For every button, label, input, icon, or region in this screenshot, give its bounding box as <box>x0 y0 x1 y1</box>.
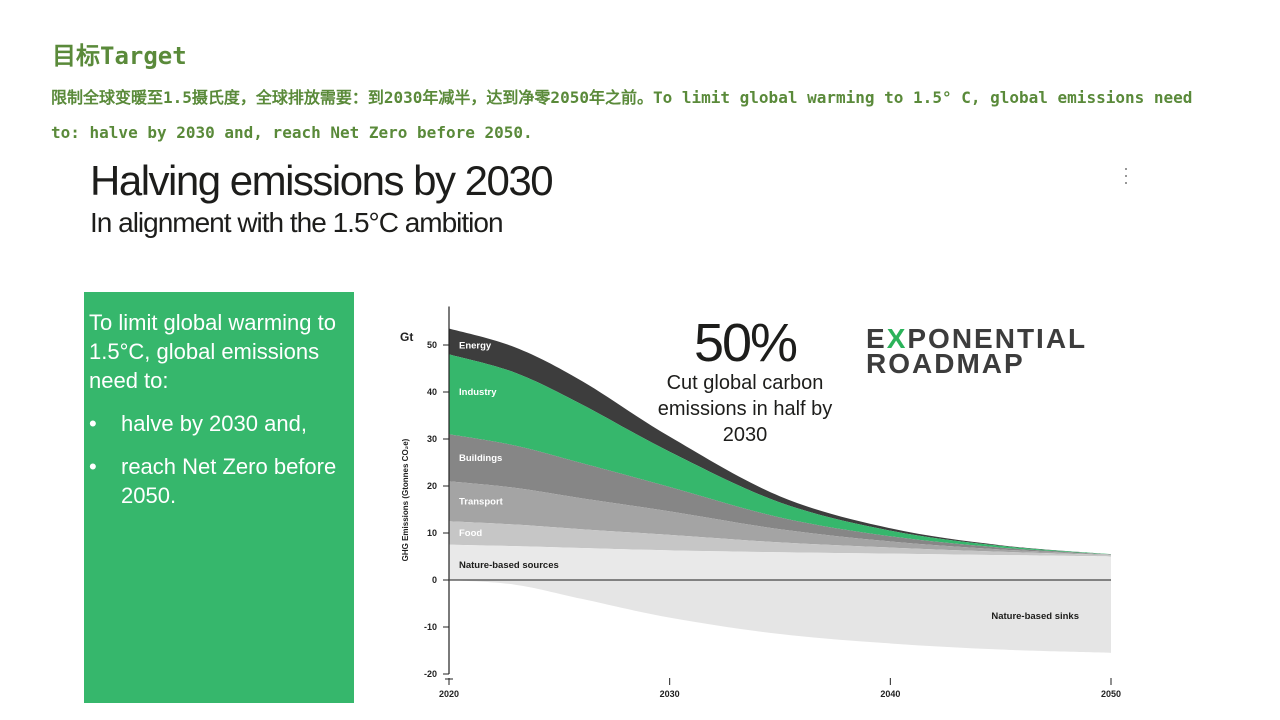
series-label-energy: Energy <box>459 341 492 352</box>
series-label-buildings: Buildings <box>459 453 502 464</box>
y-axis-title: GHG Emissions (Gtonnes CO₂e) <box>401 438 410 561</box>
area-buildings <box>449 434 1111 555</box>
x-tick-label: 2040 <box>880 689 900 699</box>
list-item: • reach Net Zero before 2050. <box>89 452 344 510</box>
bullet-text: halve by 2030 and, <box>121 411 307 436</box>
x-tick-label: 2050 <box>1101 689 1121 699</box>
logo-wordmark-line2: ROADMAP <box>866 348 1025 379</box>
series-label-industry: Industry <box>459 387 497 398</box>
y-tick-label: 50 <box>427 340 437 350</box>
panel-intro: To limit global warming to 1.5°C, global… <box>89 310 336 393</box>
area-nature-based-sinks <box>449 580 1111 653</box>
y-tick-label: -20 <box>424 669 437 679</box>
series-label-food: Food <box>459 528 482 539</box>
y-tick-label: 0 <box>432 575 437 585</box>
hero-title: Halving emissions by 2030 <box>90 157 554 204</box>
series-label-transport: Transport <box>459 496 504 507</box>
x-tick-label: 2020 <box>439 689 459 699</box>
x-tick-label: 2030 <box>660 689 680 699</box>
area-transport <box>449 481 1111 556</box>
bullet-text: reach Net Zero before 2050. <box>121 454 337 508</box>
chart-labels: Nature-based sources Food Transport Buildin… <box>459 341 1079 622</box>
panel-bullet-list: • halve by 2030 and, • reach Net Zero be… <box>89 409 344 510</box>
list-item: • halve by 2030 and, <box>89 409 344 438</box>
y-tick-label: -10 <box>424 622 437 632</box>
logo-x-mark: X <box>886 323 908 354</box>
green-summary-panel: To limit global warming to 1.5°C, global… <box>84 292 354 703</box>
area-nature-based-sources <box>449 544 1111 580</box>
callout-percent: 50% <box>693 313 798 373</box>
area-industry <box>449 354 1111 555</box>
more-dots-icon <box>1125 168 1127 184</box>
logo-wordmark-line1: EXPONENTIAL <box>866 323 1087 355</box>
logo-letter-e: E <box>866 323 887 354</box>
area-food <box>449 521 1111 557</box>
y-tick-label: 40 <box>427 387 437 397</box>
y-unit-label: Gt <box>400 330 413 344</box>
logo-letters-ponential: PONENTIAL <box>907 323 1088 354</box>
bullet-icon: • <box>89 411 97 436</box>
series-label-nature-based-sources: Nature-based sources <box>459 560 559 571</box>
y-tick-label: 10 <box>427 528 437 538</box>
chart-areas <box>449 328 1111 653</box>
hero-subtitle: In alignment with the 1.5°C ambition <box>90 207 504 238</box>
area-energy <box>449 328 1111 555</box>
page-title: 目标Target <box>52 42 187 70</box>
series-label-nature-based-sinks: Nature-based sinks <box>991 611 1079 622</box>
y-tick-label: 20 <box>427 481 437 491</box>
bullet-icon: • <box>89 454 97 479</box>
callout-caption: Cut global carbon emissions in half by 2… <box>657 372 833 446</box>
y-tick-label: 30 <box>427 434 437 444</box>
page-description: 限制全球变暖至1.5摄氏度，全球排放需要：到2030年减半，达到净零2050年之… <box>51 88 1193 142</box>
